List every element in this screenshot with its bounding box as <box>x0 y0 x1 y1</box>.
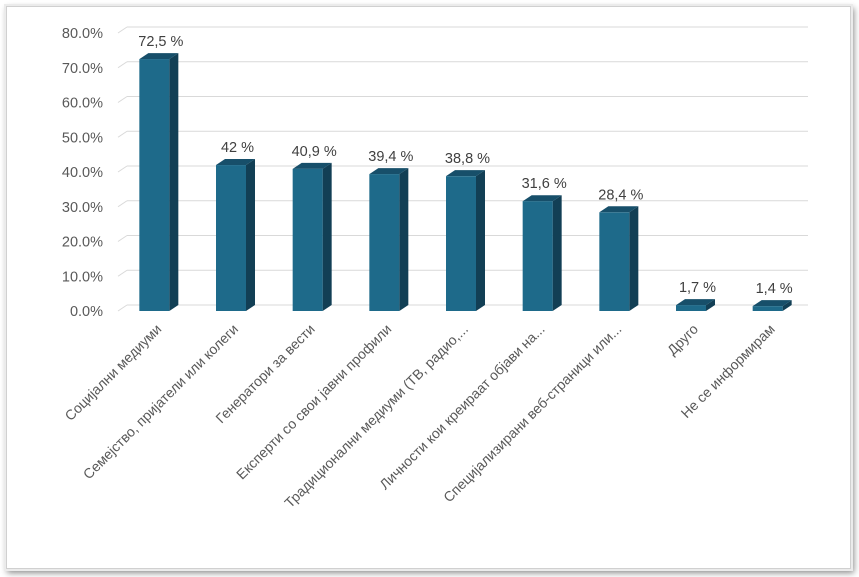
y-tick-label: 80.0% <box>62 26 103 42</box>
y-tick-label: 0.0% <box>70 304 103 320</box>
bar-side <box>706 299 715 311</box>
bar <box>446 176 476 311</box>
bar <box>676 305 706 311</box>
bar-side <box>476 170 485 311</box>
bar-side <box>322 162 332 311</box>
y-tick-label: 20.0% <box>62 235 103 251</box>
gridline-depth <box>117 130 128 138</box>
gridline-depth <box>117 96 128 103</box>
gridline-depth <box>117 304 128 312</box>
bar-top <box>522 195 562 202</box>
data-label: 72,5 % <box>138 34 183 50</box>
bar-top <box>676 299 715 306</box>
gridline-depth <box>117 235 128 242</box>
bar <box>599 212 630 311</box>
x-category-label: Личности кои креираат објави на... <box>376 321 548 493</box>
gridline-depth <box>117 61 128 69</box>
gridline-depth <box>117 165 128 173</box>
bar-side <box>246 159 255 311</box>
y-tick-label: 10.0% <box>62 269 103 285</box>
bar <box>522 201 553 311</box>
bar-side <box>169 53 179 311</box>
data-label: 1,7 % <box>679 280 716 296</box>
bar-side <box>782 300 792 311</box>
bar-top <box>752 300 792 307</box>
x-category-label: Специјализирани веб-страници или... <box>440 321 624 505</box>
x-category-label: Семејство, пријатели или колеги <box>80 321 241 482</box>
bar-top <box>216 159 255 166</box>
bar <box>292 168 323 311</box>
bar-side <box>629 206 639 311</box>
data-label: 39,4 % <box>368 149 413 165</box>
bar-top <box>292 162 332 169</box>
y-tick-label: 70.0% <box>62 61 103 77</box>
data-label: 1,4 % <box>756 281 793 297</box>
bar <box>216 165 246 311</box>
gridline-depth <box>117 26 128 34</box>
bar-side <box>399 168 409 311</box>
gridline-depth <box>117 200 128 208</box>
bar <box>752 306 783 311</box>
bar-top <box>369 168 409 175</box>
bar-top <box>446 170 485 177</box>
x-category-label: Експерти со свои јавни профили <box>233 321 395 483</box>
x-category-label: Друго <box>664 321 701 358</box>
bar <box>369 174 400 311</box>
y-tick-label: 40.0% <box>62 165 103 181</box>
data-label: 42 % <box>221 140 254 156</box>
bar <box>139 59 170 311</box>
data-label: 28,4 % <box>598 187 643 203</box>
bar-top <box>599 206 639 213</box>
bar-side <box>552 195 562 311</box>
y-tick-label: 50.0% <box>62 130 103 146</box>
data-label: 38,8 % <box>445 151 490 167</box>
data-label: 31,6 % <box>522 176 567 192</box>
bar-top <box>139 53 179 60</box>
y-tick-label: 60.0% <box>62 96 103 112</box>
y-tick-label: 30.0% <box>62 200 103 216</box>
gridline-depth <box>117 269 128 277</box>
data-label: 40,9 % <box>292 144 337 160</box>
